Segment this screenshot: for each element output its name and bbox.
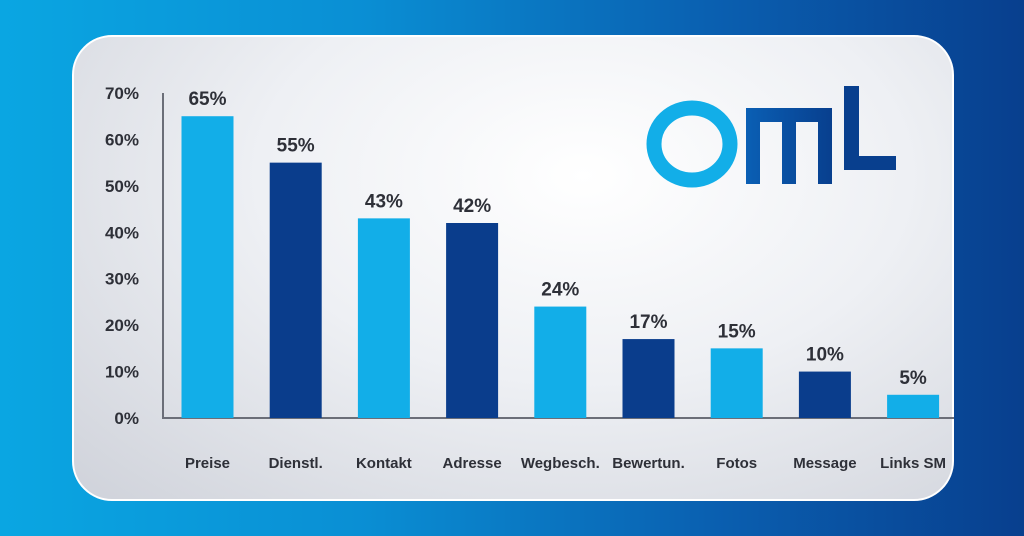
logo-t-shape: [844, 86, 896, 170]
x-tick-label: Fotos: [716, 455, 757, 472]
omt-logo: [646, 86, 896, 188]
value-label: 55%: [277, 136, 315, 157]
x-tick-label: Preise: [185, 455, 230, 472]
bar-links-sm: [887, 394, 940, 418]
value-label: 43%: [365, 191, 403, 212]
x-tick-label: Wegbesch.: [521, 455, 600, 472]
y-tick-label: 0%: [114, 409, 139, 428]
x-tick-label: Bewertun.: [612, 455, 685, 472]
value-label: 65%: [188, 89, 226, 110]
value-label: 42%: [453, 196, 491, 217]
bar-adresse: [446, 223, 499, 418]
value-labels: 65% 55% 43% 42% 24% 17% 15% 10% 5%: [188, 89, 926, 389]
bar-bewertun: [622, 339, 675, 418]
bar-fotos: [710, 348, 763, 418]
y-tick-labels: 0% 10% 20% 30% 40% 50% 60% 70%: [105, 84, 139, 428]
bar-dienstl: [269, 162, 322, 418]
value-label: 5%: [899, 368, 927, 389]
bar-preise: [181, 116, 234, 418]
x-tick-label: Links SM: [880, 455, 946, 472]
y-tick-label: 30%: [105, 270, 139, 289]
x-tick-label: Dienstl.: [269, 455, 323, 472]
x-tick-label: Adresse: [442, 455, 501, 472]
value-label: 10%: [806, 345, 844, 366]
value-label: 17%: [629, 312, 667, 333]
x-tick-label: Message: [793, 455, 856, 472]
x-tick-labels: Preise Dienstl. Kontakt Adresse Wegbesch. Bew…: [185, 455, 946, 472]
value-label: 15%: [718, 321, 756, 342]
logo-m-shape: [746, 108, 832, 184]
bar-wegbesch: [534, 306, 587, 418]
logo-o-shape: [646, 100, 738, 188]
y-tick-label: 40%: [105, 223, 139, 242]
value-label: 24%: [541, 280, 579, 301]
y-tick-label: 50%: [105, 177, 139, 196]
y-tick-label: 20%: [105, 316, 139, 335]
bar-message: [798, 371, 851, 418]
bars: [181, 116, 940, 418]
bar-kontakt: [357, 218, 410, 418]
y-tick-label: 60%: [105, 130, 139, 149]
x-tick-label: Kontakt: [356, 455, 412, 472]
y-tick-label: 10%: [105, 363, 139, 382]
y-tick-label: 70%: [105, 84, 139, 103]
